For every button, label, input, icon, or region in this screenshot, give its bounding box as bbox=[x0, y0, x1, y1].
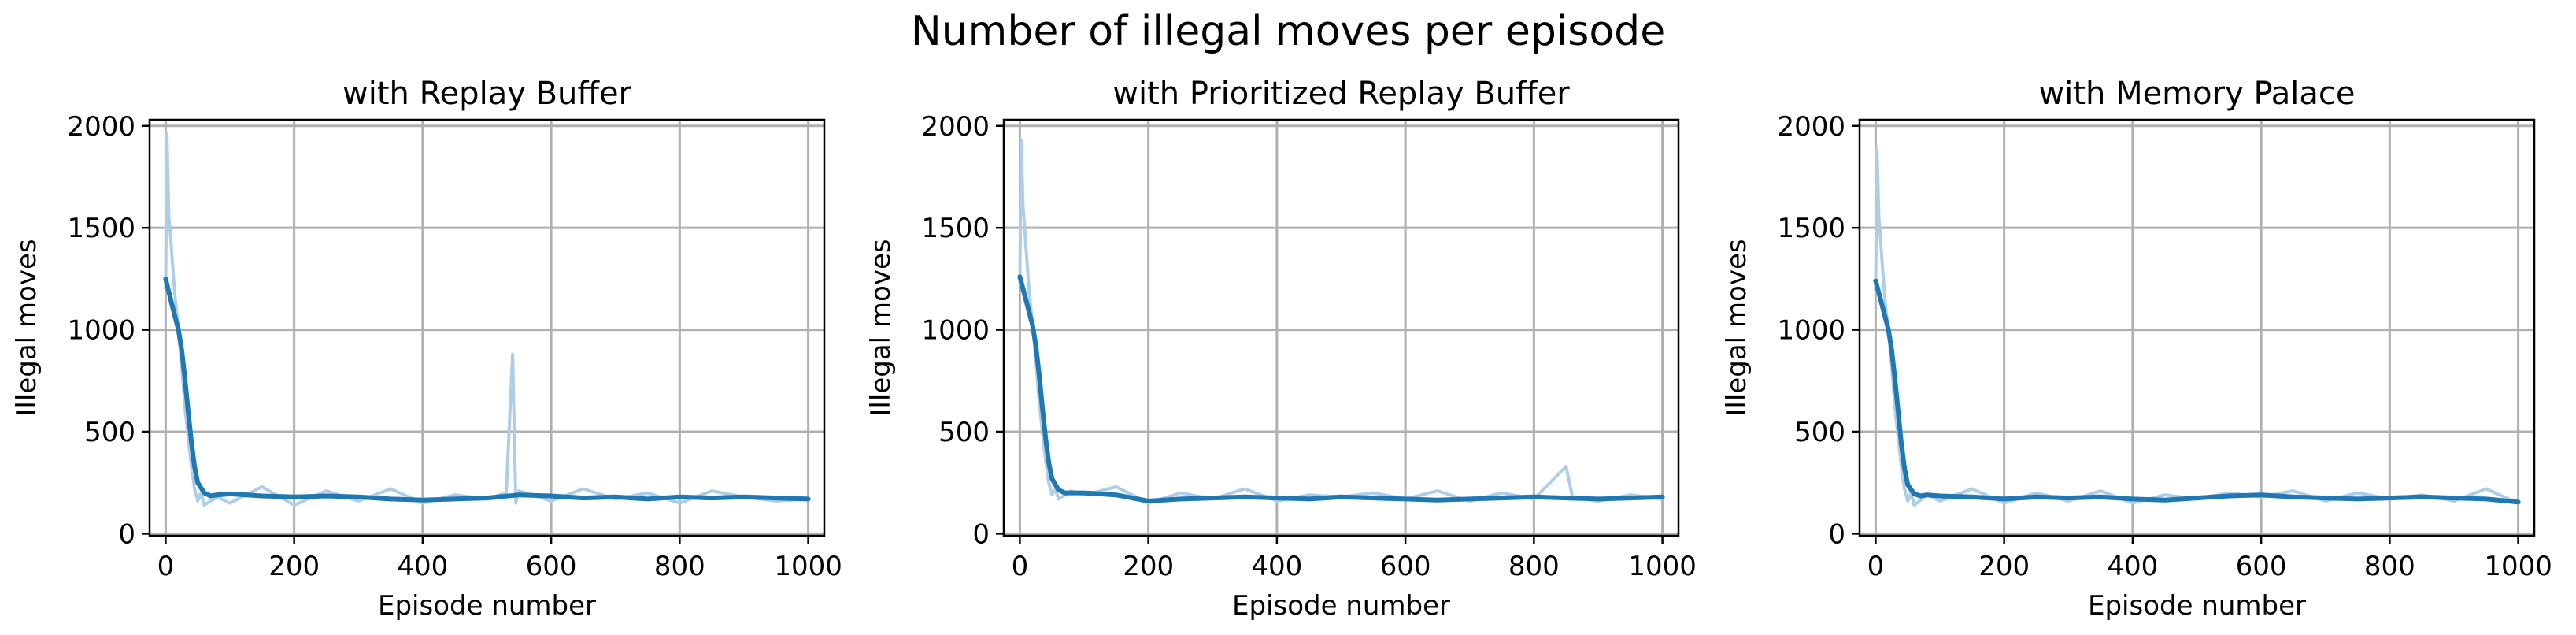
x-tick-label: 1000 bbox=[1628, 551, 1697, 582]
y-tick-label: 1500 bbox=[1777, 213, 1845, 244]
y-axis-label: Illegal moves bbox=[11, 239, 43, 416]
y-tick-label: 1000 bbox=[921, 315, 990, 347]
y-tick-label: 2000 bbox=[67, 111, 135, 143]
chart-panel-1: 0 200 400 600 800 1000 0 500 1000 1500 2000 with Re… bbox=[11, 76, 842, 622]
x-tick-label: 200 bbox=[1123, 551, 1174, 582]
figure-suptitle: Number of illegal moves per episode bbox=[910, 8, 1666, 55]
smooth-series-line bbox=[163, 276, 811, 503]
y-axis-label: Illegal moves bbox=[1721, 239, 1752, 416]
y-tick-label: 500 bbox=[1794, 417, 1845, 448]
x-tick-label: 800 bbox=[2364, 551, 2415, 582]
axes-frame bbox=[1858, 118, 2536, 537]
raw-series-line bbox=[164, 132, 809, 507]
chart-title: with Prioritized Replay Buffer bbox=[1112, 76, 1570, 112]
y-tick-label: 0 bbox=[972, 518, 990, 550]
x-axis-label: Episode number bbox=[1232, 590, 1450, 622]
x-tick-label: 200 bbox=[268, 551, 320, 582]
smooth-series-line bbox=[1873, 278, 2521, 505]
y-tick-label: 1500 bbox=[921, 213, 990, 244]
x-tick-label: 800 bbox=[1508, 551, 1560, 582]
y-tick-label: 500 bbox=[84, 417, 135, 448]
x-tick-label: 600 bbox=[526, 551, 577, 582]
x-tick-label: 1000 bbox=[774, 551, 842, 582]
y-tick-label: 1000 bbox=[67, 315, 135, 347]
x-tick-label: 0 bbox=[1012, 551, 1029, 582]
x-tick-label: 200 bbox=[1978, 551, 2030, 582]
x-axis-label: Episode number bbox=[378, 590, 596, 622]
chart-panel-2: 0 200 400 600 800 1000 0 500 1000 1500 2000 with Pr… bbox=[865, 76, 1697, 622]
y-axis-label: Illegal moves bbox=[865, 239, 897, 416]
y-tick-label: 0 bbox=[1828, 518, 1845, 550]
x-tick-label: 600 bbox=[2236, 551, 2287, 582]
x-tick-label: 0 bbox=[157, 551, 175, 582]
x-tick-label: 400 bbox=[2107, 551, 2158, 582]
chart-title: with Memory Palace bbox=[2038, 76, 2355, 112]
x-axis-label: Episode number bbox=[2088, 590, 2306, 622]
chart-panel-3: 0 200 400 600 800 1000 0 500 1000 1500 2000 with Me… bbox=[1721, 76, 2552, 622]
y-tick-label: 1500 bbox=[67, 213, 135, 244]
x-tick-label: 0 bbox=[1867, 551, 1885, 582]
y-tick-label: 2000 bbox=[921, 111, 990, 143]
y-tick-label: 0 bbox=[118, 518, 135, 550]
y-tick-label: 2000 bbox=[1777, 111, 1845, 143]
chart-title: with Replay Buffer bbox=[342, 76, 632, 112]
axes-frame bbox=[1002, 118, 1680, 537]
x-tick-label: 600 bbox=[1380, 551, 1431, 582]
y-tick-label: 1000 bbox=[1777, 315, 1845, 347]
raw-series-line bbox=[1018, 138, 1663, 505]
y-tick-label: 500 bbox=[938, 417, 990, 448]
axes-frame bbox=[148, 118, 826, 537]
x-tick-label: 400 bbox=[397, 551, 448, 582]
x-tick-label: 400 bbox=[1251, 551, 1302, 582]
x-tick-label: 1000 bbox=[2484, 551, 2552, 582]
x-tick-label: 800 bbox=[654, 551, 705, 582]
smooth-series-line bbox=[1017, 274, 1665, 503]
raw-series-line bbox=[1874, 147, 2519, 507]
